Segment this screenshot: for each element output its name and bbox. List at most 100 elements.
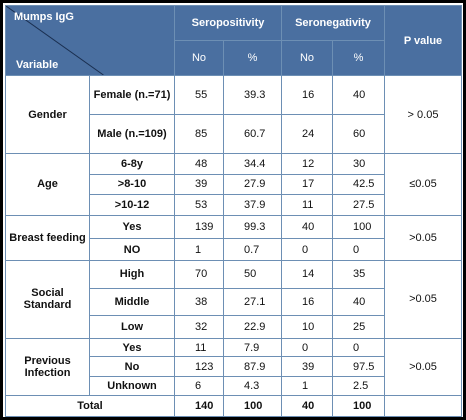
cell: 24 [281, 114, 333, 155]
category-label: Yes [89, 337, 175, 358]
cell: 40 [281, 395, 333, 417]
cell: 12 [281, 153, 333, 175]
category-male: Male (n.=109) [89, 114, 175, 155]
category-label: 6-8y [89, 153, 175, 175]
cell: 97.5 [332, 356, 385, 377]
seronegativity-header: Seronegativity [281, 5, 385, 41]
corner-header-cell: Mumps IgG Variable [5, 5, 175, 76]
cell: 50 [223, 259, 282, 289]
cell: 0 [332, 337, 385, 358]
cell: 39.3 [223, 74, 282, 116]
table-row: No 123 87.9 39 97.5 [6, 356, 462, 377]
table-row: Male (n.=109) 85 60.7 24 60 [6, 114, 462, 155]
category-label: Yes [89, 214, 175, 240]
cell: 140 [174, 395, 224, 417]
corner-bottom-label: Variable [16, 59, 59, 71]
corner-top-label: Mumps IgG [14, 11, 74, 23]
cell: 35 [332, 259, 385, 289]
cell: 39 [174, 173, 224, 196]
p-value-previous-infection: >0.05 [384, 337, 462, 397]
cell: 139 [174, 214, 224, 240]
cell: 0.7 [223, 238, 282, 261]
cell: 1 [174, 238, 224, 261]
cell: 60 [332, 114, 385, 155]
cell: 40 [332, 74, 385, 116]
corner-diagonal-line [6, 6, 174, 75]
seropositivity-header: Seropositivity [174, 5, 282, 41]
cell: 99.3 [223, 214, 282, 240]
cell: 60.7 [223, 114, 282, 155]
cell: 70 [174, 259, 224, 289]
table-row: Social Standard High 70 50 14 35 >0.05 [5, 259, 462, 339]
category-label: >10-12 [89, 194, 175, 216]
cell: 14 [281, 259, 333, 289]
cell: 7.9 [223, 337, 282, 358]
cell: 37.9 [223, 194, 282, 216]
cell: 27.9 [223, 173, 282, 196]
cell: 55 [174, 74, 224, 116]
cell: 11 [281, 194, 333, 216]
cell: 17 [281, 173, 333, 196]
cell: 0 [281, 337, 333, 358]
category-label: Unknown [89, 375, 175, 397]
cell: 6 [174, 375, 224, 397]
cell: 27.5 [332, 194, 385, 216]
cell: 1 [281, 375, 333, 397]
variable-previous-infection: Previous Infection [5, 337, 90, 397]
sub-header-percent: % [332, 40, 385, 76]
mumps-igg-table: Mumps IgG Variable Seropositivity Serone… [5, 5, 462, 417]
cell: 16 [281, 287, 333, 317]
cell: 100 [332, 214, 385, 240]
table-row: Previous Infection Yes 11 7.9 0 0 >0.05 [5, 337, 462, 397]
empty-cell [384, 395, 462, 417]
category-label: Middle [89, 287, 175, 317]
cell: 0 [281, 238, 333, 261]
cell: 100 [332, 395, 385, 417]
cell: 11 [174, 337, 224, 358]
cell: 38 [174, 287, 224, 317]
category-label: Low [89, 315, 175, 339]
cell: 25 [332, 315, 385, 339]
cell: 30 [332, 153, 385, 175]
table-row: Gender Female (n.=71) 55 39.3 16 40 > 0.… [5, 74, 462, 155]
cell: 123 [174, 356, 224, 377]
cell: 16 [281, 74, 333, 116]
cell: 53 [174, 194, 224, 216]
cell: 40 [332, 287, 385, 317]
p-value-age: ≤0.05 [384, 153, 462, 216]
table-row: Breast feeding Yes 139 99.3 40 100 >0.05 [5, 214, 462, 261]
table-row: NO 1 0.7 0 0 [6, 238, 462, 261]
cell: 42.5 [332, 173, 385, 196]
cell: 32 [174, 315, 224, 339]
cell: 10 [281, 315, 333, 339]
category-label: High [89, 259, 175, 289]
p-value-social-standard: >0.05 [384, 259, 462, 339]
sub-header-no: No [174, 40, 224, 76]
total-row: Total 140 100 40 100 [5, 395, 462, 417]
cell: 100 [223, 395, 282, 417]
category-label: NO [89, 238, 175, 261]
total-label: Total [5, 395, 175, 417]
cell: 34.4 [223, 153, 282, 175]
cell: 27.1 [223, 287, 282, 317]
p-value-gender: > 0.05 [384, 74, 462, 155]
table-row: Middle 38 27.1 16 40 [6, 287, 462, 317]
category-label: No [89, 356, 175, 377]
cell: 4.3 [223, 375, 282, 397]
category-female: Female (n.=71) [89, 74, 175, 116]
p-value-header: P value [384, 5, 462, 76]
variable-breast-feeding: Breast feeding [5, 214, 90, 261]
table-row: Age 6-8y 48 34.4 12 30 ≤0.05 [5, 153, 462, 216]
cell: 39 [281, 356, 333, 377]
cell: 22.9 [223, 315, 282, 339]
variable-social-standard: Social Standard [5, 259, 90, 339]
cell: 2.5 [332, 375, 385, 397]
p-value-breast-feeding: >0.05 [384, 214, 462, 261]
cell: 87.9 [223, 356, 282, 377]
sub-header-no: No [281, 40, 333, 76]
table-row: >10-12 53 37.9 11 27.5 [6, 194, 462, 216]
cell: 48 [174, 153, 224, 175]
variable-gender: Gender [5, 74, 90, 155]
sub-header-percent: % [223, 40, 282, 76]
